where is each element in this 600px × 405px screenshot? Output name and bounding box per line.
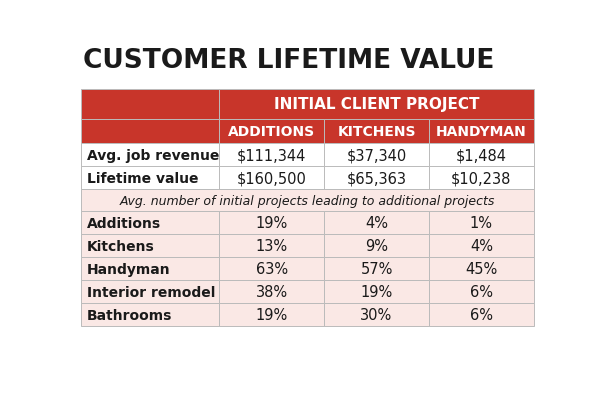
Bar [81, 119, 219, 144]
Bar [324, 304, 429, 327]
Bar [81, 190, 534, 211]
Bar [81, 144, 219, 167]
Text: $65,363: $65,363 [347, 171, 407, 186]
Bar [324, 144, 429, 167]
Text: 19%: 19% [361, 285, 392, 300]
Text: $1,484: $1,484 [456, 148, 507, 163]
Bar [81, 90, 219, 119]
Bar [429, 281, 534, 304]
Text: 4%: 4% [470, 239, 493, 254]
Bar [219, 281, 324, 304]
Text: 63%: 63% [256, 262, 288, 277]
Bar [81, 258, 219, 281]
Bar [324, 167, 429, 190]
Bar [219, 258, 324, 281]
Bar [219, 211, 324, 234]
Bar [219, 234, 324, 258]
Text: 4%: 4% [365, 215, 388, 230]
Bar [324, 211, 429, 234]
Bar [81, 281, 219, 304]
Bar [81, 167, 219, 190]
Bar [81, 304, 219, 327]
Text: Bathrooms: Bathrooms [86, 308, 172, 322]
Text: CUSTOMER LIFETIME VALUE: CUSTOMER LIFETIME VALUE [83, 48, 494, 74]
Text: HANDYMAN: HANDYMAN [436, 125, 527, 139]
Bar [324, 119, 429, 144]
Bar [219, 304, 324, 327]
Bar [219, 144, 324, 167]
Text: Avg. number of initial projects leading to additional projects: Avg. number of initial projects leading … [120, 194, 495, 207]
Bar [81, 234, 219, 258]
Text: 19%: 19% [256, 308, 288, 323]
Text: Interior remodel: Interior remodel [86, 285, 215, 299]
Text: 6%: 6% [470, 308, 493, 323]
Text: 6%: 6% [470, 285, 493, 300]
Text: INITIAL CLIENT PROJECT: INITIAL CLIENT PROJECT [274, 97, 479, 112]
Bar [219, 167, 324, 190]
Text: $160,500: $160,500 [237, 171, 307, 186]
Text: 9%: 9% [365, 239, 388, 254]
Text: KITCHENS: KITCHENS [337, 125, 416, 139]
Bar [219, 119, 324, 144]
Text: Lifetime value: Lifetime value [86, 171, 198, 185]
Bar [324, 258, 429, 281]
Bar [429, 304, 534, 327]
Text: $111,344: $111,344 [237, 148, 307, 163]
Bar [429, 258, 534, 281]
Bar [429, 144, 534, 167]
Bar [324, 281, 429, 304]
Text: 13%: 13% [256, 239, 288, 254]
Text: 19%: 19% [256, 215, 288, 230]
Bar [429, 234, 534, 258]
Text: 38%: 38% [256, 285, 288, 300]
Text: Handyman: Handyman [86, 262, 170, 276]
Bar [219, 90, 534, 119]
Text: 45%: 45% [465, 262, 497, 277]
Text: 1%: 1% [470, 215, 493, 230]
Bar [429, 119, 534, 144]
Text: $37,340: $37,340 [346, 148, 407, 163]
Text: Additions: Additions [86, 216, 161, 230]
Bar [429, 167, 534, 190]
Text: 30%: 30% [361, 308, 392, 323]
Text: Avg. job revenue: Avg. job revenue [86, 148, 219, 162]
Text: ADDITIONS: ADDITIONS [228, 125, 315, 139]
Text: 57%: 57% [361, 262, 393, 277]
Bar [429, 211, 534, 234]
Bar [81, 211, 219, 234]
Text: Kitchens: Kitchens [86, 239, 154, 253]
Bar [324, 234, 429, 258]
Text: $10,238: $10,238 [451, 171, 512, 186]
